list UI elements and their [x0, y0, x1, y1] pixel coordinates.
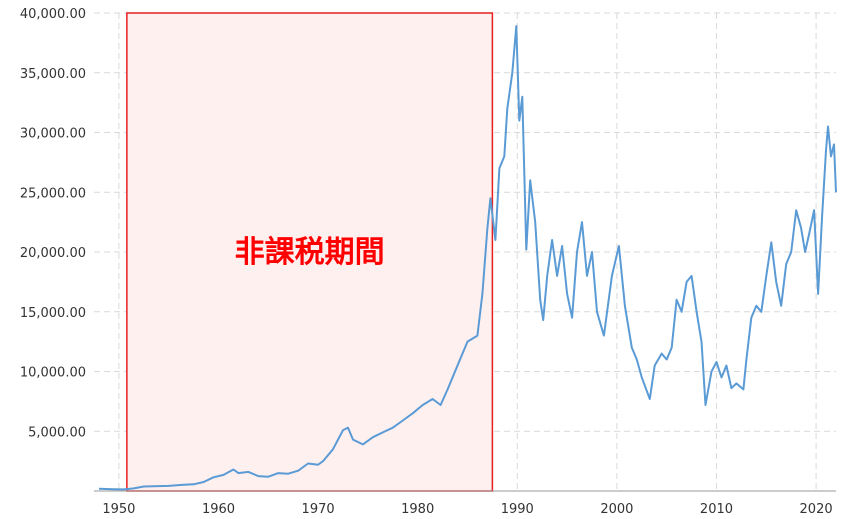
series-line [98, 25, 837, 491]
y-tick-label: 15,000.00 [20, 306, 86, 321]
x-tick-label: 2000 [600, 502, 633, 517]
y-tick-label: 25,000.00 [20, 186, 86, 201]
x-tick-label: 1970 [302, 502, 335, 517]
x-tick-label: 2020 [800, 502, 833, 517]
x-tick-label: 1950 [102, 502, 135, 517]
y-tick-label: 10,000.00 [20, 366, 86, 381]
y-tick-label: 40,000.00 [20, 7, 86, 22]
tax-free-period-region [126, 12, 494, 492]
y-tick-label: 5,000.00 [28, 425, 86, 440]
x-tick-label: 2010 [700, 502, 733, 517]
x-tick-label: 1990 [501, 502, 534, 517]
y-tick-label: 30,000.00 [20, 127, 86, 142]
x-tick-label: 1980 [401, 502, 434, 517]
highlight-rect [126, 12, 494, 492]
y-tick-label: 20,000.00 [20, 246, 86, 261]
annotation-label: 非課税期間 [235, 235, 385, 270]
x-tick-label: 1960 [202, 502, 235, 517]
series-lines [98, 25, 837, 491]
y-tick-labels: 5,000.00 10,000.00 15,000.00 20,000.00 25,00… [20, 7, 86, 440]
x-tick-labels: 1950 1960 1970 1980 1990 2000 2010 2020 [102, 502, 832, 517]
y-tick-label: 35,000.00 [20, 67, 86, 82]
